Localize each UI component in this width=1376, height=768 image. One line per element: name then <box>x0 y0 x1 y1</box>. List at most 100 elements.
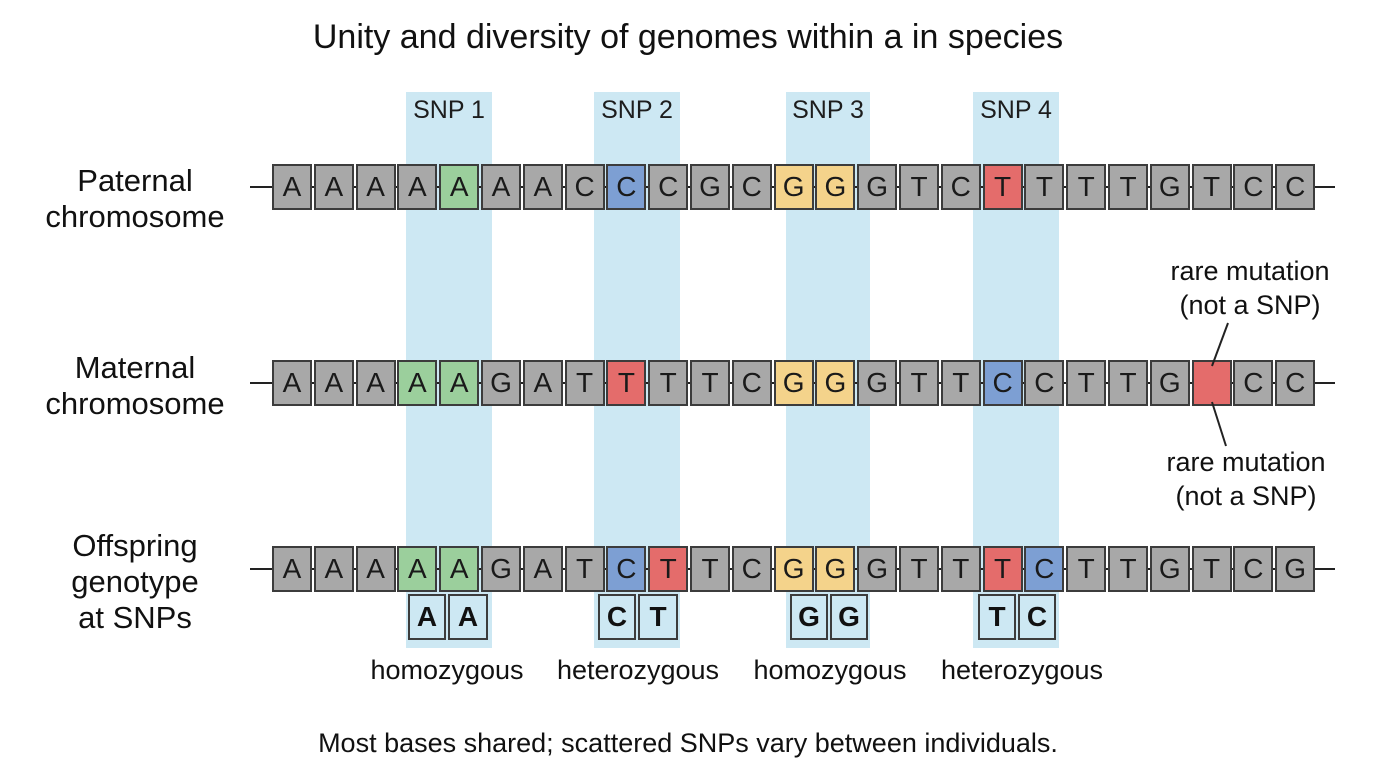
maternal-base-4: A <box>397 360 438 406</box>
maternal-base-9: T <box>606 360 647 406</box>
paternal-base-2: A <box>313 164 354 210</box>
maternal-label-line-1: Maternal <box>74 350 196 385</box>
maternal-base-6: G <box>481 360 521 406</box>
snp-label-3: SNP 3 <box>792 96 864 124</box>
rare-mutation-note-bottom: rare mutation (not a SNP) <box>1136 445 1356 513</box>
zygosity-label-3: homozygous <box>753 655 907 685</box>
paternal-base-23: T <box>1191 164 1232 210</box>
snp-label-2: SNP 2 <box>601 96 673 124</box>
maternal-base-2: A <box>313 360 354 406</box>
maternal-base-3: A <box>355 360 396 406</box>
genotype-1-allele-2: A <box>448 594 488 640</box>
maternal-base-5: A <box>439 360 480 406</box>
offspring-base-24: C <box>1233 546 1274 592</box>
paternal-base-14: G <box>815 164 856 210</box>
paternal-base-9: C <box>606 164 647 210</box>
maternal-base-18: C <box>982 360 1023 406</box>
offspring-base-2: A <box>313 546 354 592</box>
offspring-base-12: C <box>731 546 772 592</box>
offspring-base-1: A <box>272 546 312 592</box>
offspring-base-23: T <box>1191 546 1232 592</box>
maternal-base-10: T <box>648 360 689 406</box>
paternal-base-8: C <box>564 164 605 210</box>
offspring-base-18: T <box>982 546 1023 592</box>
maternal-base-7: A <box>522 360 563 406</box>
paternal-label-line-2: chromosome <box>45 199 225 234</box>
offspring-base-11: T <box>690 546 730 592</box>
maternal-label: Maternal chromosome <box>20 350 250 422</box>
maternal-base-17: T <box>940 360 981 406</box>
paternal-base-13: G <box>773 164 814 210</box>
offspring-label-line-3: at SNPs <box>78 600 192 635</box>
zygosity-label-1: homozygous <box>370 655 524 685</box>
paternal-base-7: A <box>522 164 563 210</box>
genotype-4-allele-2: C <box>1018 594 1056 640</box>
genotype-3-allele-1: G <box>790 594 828 640</box>
rare-mutation-top-line-1: rare mutation <box>1170 256 1330 286</box>
offspring-base-13: G <box>773 546 814 592</box>
maternal-base-14: G <box>815 360 856 406</box>
offspring-base-25: G <box>1275 546 1316 592</box>
offspring-base-22: G <box>1149 546 1190 592</box>
genotype-3-allele-2: G <box>830 594 868 640</box>
rare-mutation-note-top: rare mutation (not a SNP) <box>1140 254 1360 322</box>
maternal-base-8: T <box>564 360 605 406</box>
maternal-base-20: T <box>1066 360 1107 406</box>
maternal-base-13: G <box>773 360 814 406</box>
offspring-base-8: T <box>564 546 605 592</box>
rare-mutation-bottom-line-1: rare mutation <box>1166 447 1326 477</box>
paternal-base-1: A <box>272 164 312 210</box>
offspring-base-21: T <box>1108 546 1148 592</box>
offspring-base-6: G <box>481 546 521 592</box>
paternal-base-3: A <box>355 164 396 210</box>
offspring-base-7: A <box>522 546 563 592</box>
genotype-2-allele-2: T <box>638 594 678 640</box>
paternal-base-4: A <box>397 164 438 210</box>
diagram-title: Unity and diversity of genomes within a … <box>312 18 1064 56</box>
paternal-base-16: T <box>899 164 939 210</box>
offspring-base-3: A <box>355 546 396 592</box>
paternal-base-21: T <box>1108 164 1148 210</box>
paternal-base-22: G <box>1149 164 1190 210</box>
offspring-label-line-1: Offspring <box>72 528 198 563</box>
caption: Most bases shared; scattered SNPs vary b… <box>318 728 1058 758</box>
maternal-base-16: T <box>899 360 939 406</box>
paternal-base-10: C <box>648 164 689 210</box>
snp-label-4: SNP 4 <box>980 96 1052 124</box>
paternal-base-15: G <box>857 164 898 210</box>
maternal-base-24: C <box>1233 360 1274 406</box>
maternal-base-21: T <box>1108 360 1148 406</box>
snp-label-1: SNP 1 <box>413 96 485 124</box>
rare-mutation-leader-bottom <box>1211 401 1227 447</box>
maternal-base-11: T <box>690 360 730 406</box>
genotype-1-allele-1: A <box>408 594 446 640</box>
offspring-base-4: A <box>397 546 438 592</box>
paternal-base-11: G <box>690 164 730 210</box>
maternal-base-22: G <box>1149 360 1190 406</box>
paternal-label-line-1: Paternal <box>77 163 193 198</box>
genotype-2-allele-1: C <box>598 594 636 640</box>
offspring-label: Offspring genotype at SNPs <box>20 528 250 636</box>
paternal-base-20: T <box>1066 164 1107 210</box>
maternal-base-1: A <box>272 360 312 406</box>
maternal-base-12: C <box>731 360 772 406</box>
offspring-base-5: A <box>439 546 480 592</box>
genotype-4-allele-1: T <box>978 594 1016 640</box>
offspring-base-10: T <box>648 546 689 592</box>
paternal-base-5: A <box>439 164 480 210</box>
offspring-base-19: C <box>1024 546 1065 592</box>
paternal-base-25: C <box>1275 164 1316 210</box>
offspring-base-14: G <box>815 546 856 592</box>
rare-mutation-top-line-2: (not a SNP) <box>1179 290 1321 320</box>
maternal-label-line-2: chromosome <box>45 386 225 421</box>
offspring-label-line-2: genotype <box>71 564 199 599</box>
maternal-base-23 <box>1191 360 1232 406</box>
zygosity-label-2: heterozygous <box>556 655 720 685</box>
offspring-base-17: T <box>940 546 981 592</box>
maternal-base-25: C <box>1275 360 1316 406</box>
maternal-base-19: C <box>1024 360 1065 406</box>
paternal-base-12: C <box>731 164 772 210</box>
zygosity-label-4: heterozygous <box>940 655 1104 685</box>
paternal-base-17: C <box>940 164 981 210</box>
